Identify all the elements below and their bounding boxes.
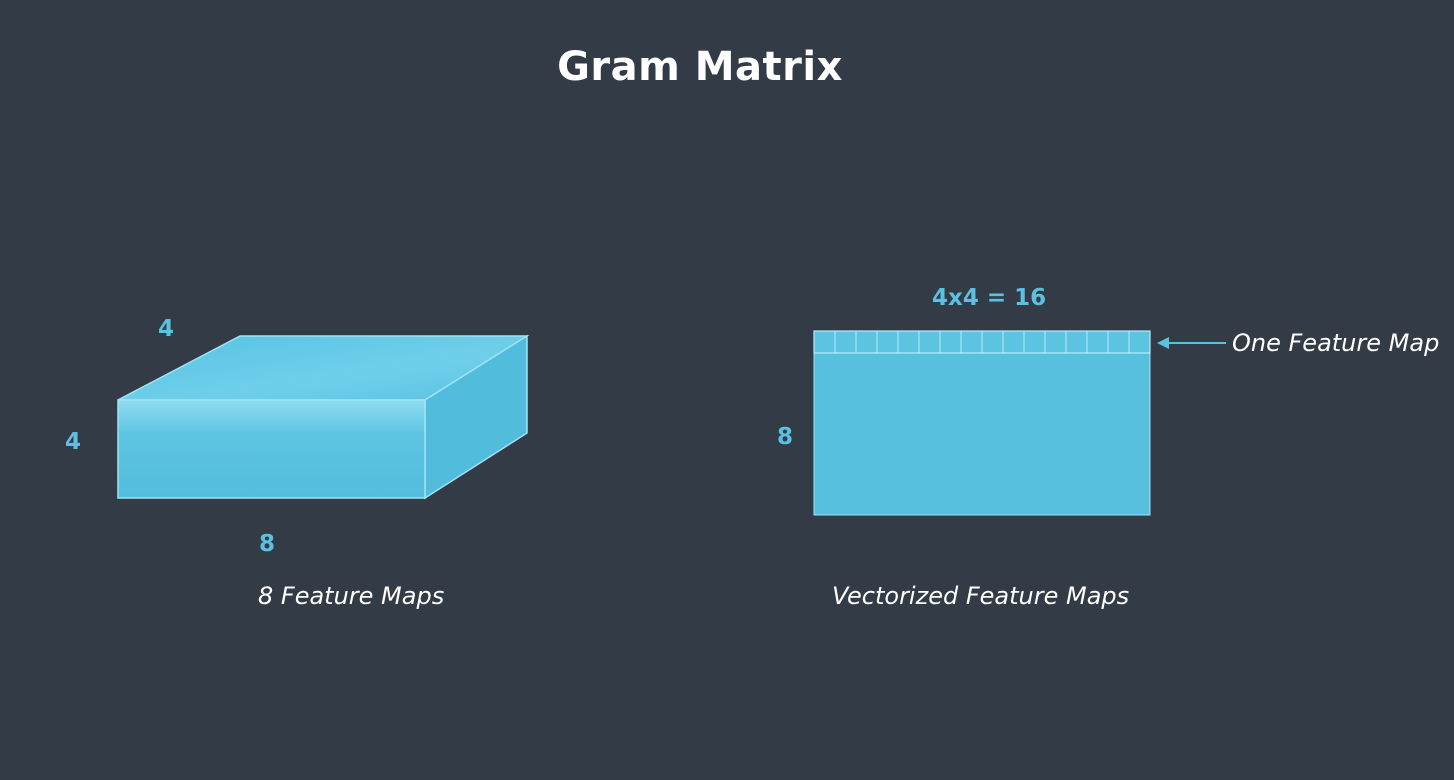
rows-label: 8 — [777, 424, 794, 450]
height-label: 4 — [65, 429, 82, 455]
page-title: Gram Matrix — [557, 44, 843, 90]
left-caption: 8 Feature Maps — [258, 582, 445, 610]
feature-map-arrow — [1157, 337, 1226, 349]
matrix-body — [813, 330, 1151, 516]
row-size-label: 4x4 = 16 — [932, 285, 1047, 311]
feature-map-cells — [834, 331, 1130, 353]
feature-maps-box — [117, 334, 530, 500]
depth-label: 4 — [158, 316, 175, 342]
right-caption: Vectorized Feature Maps — [832, 582, 1130, 610]
box-front-face — [117, 399, 426, 499]
vectorized-matrix — [813, 330, 1151, 516]
width-label: 8 — [259, 531, 276, 557]
arrow-head-icon — [1157, 337, 1169, 349]
one-feature-map-label: One Feature Map — [1232, 329, 1440, 357]
